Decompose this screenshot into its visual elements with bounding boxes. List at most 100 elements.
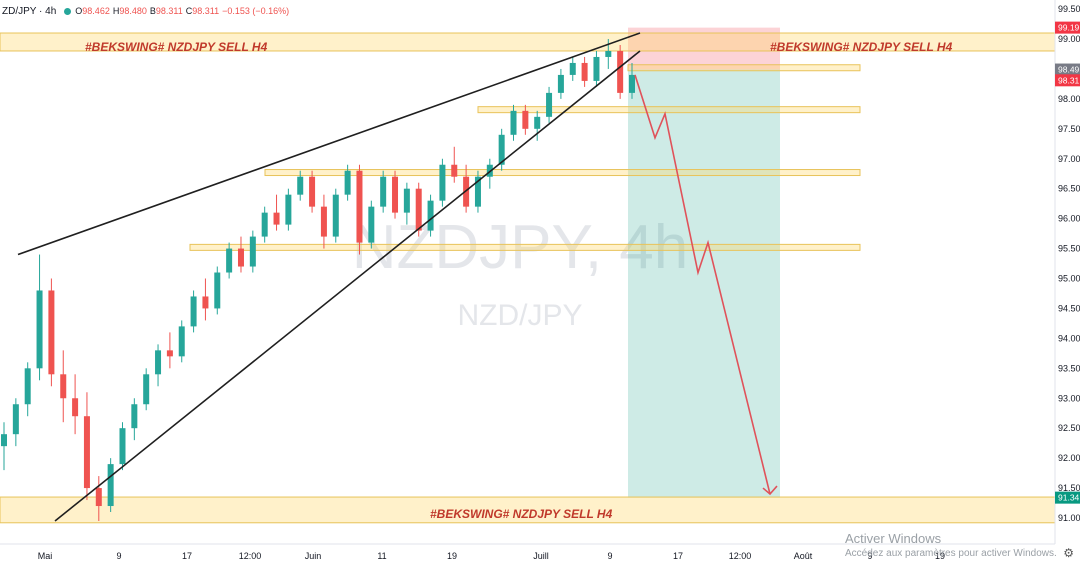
candle-body xyxy=(344,170,351,195)
price-label-text: 99.19 xyxy=(1058,23,1080,33)
upper-trendline xyxy=(17,32,641,256)
candle-body xyxy=(119,428,126,465)
zone-level xyxy=(477,106,861,114)
price-tick-label: 94.00 xyxy=(1058,333,1080,343)
price-tick-label: 96.50 xyxy=(1058,184,1080,194)
candle-body xyxy=(451,164,458,177)
time-tick-label: Juill xyxy=(533,551,549,561)
time-tick-label: 9 xyxy=(867,551,872,561)
candle-body xyxy=(392,176,399,213)
low-value: 98.311 xyxy=(155,6,183,16)
price-tick-label: 92.00 xyxy=(1058,453,1080,463)
candle-body xyxy=(332,194,339,237)
price-label-box xyxy=(1055,74,1080,87)
close-value: 98.311 xyxy=(192,6,220,16)
candle-body xyxy=(498,134,505,165)
candle-body xyxy=(617,50,624,93)
candle-body xyxy=(178,326,185,357)
price-tick-label: 95.50 xyxy=(1058,244,1080,254)
candle-body xyxy=(36,290,43,369)
price-tick-label: 98.00 xyxy=(1058,94,1080,104)
time-tick-label: Mai xyxy=(38,551,53,561)
candle-body xyxy=(83,416,90,489)
ohlc-legend: ZD/JPY · 4h O 98.462 H 98.480 B 98.311 C 98.… xyxy=(0,0,292,22)
candle-body xyxy=(368,206,375,243)
candle-body xyxy=(226,248,233,273)
candle-body xyxy=(60,374,67,399)
candle-body xyxy=(249,236,256,267)
high-key: H xyxy=(112,6,120,16)
price-tick-label: 96.00 xyxy=(1058,214,1080,224)
status-dot-icon xyxy=(64,7,72,15)
price-tick-label: 95.00 xyxy=(1058,274,1080,284)
candle-body xyxy=(273,212,280,225)
candle-body xyxy=(166,350,173,357)
candle-body xyxy=(522,110,529,129)
price-tick-label: 97.50 xyxy=(1058,124,1080,134)
candle-body xyxy=(439,164,446,201)
candle-body xyxy=(297,176,304,195)
candle-body xyxy=(557,74,564,93)
price-tick-label: 93.00 xyxy=(1058,393,1080,403)
price-label-box xyxy=(1055,491,1080,504)
candle-body xyxy=(380,176,387,207)
time-tick-label: 12:00 xyxy=(239,551,262,561)
candle-body xyxy=(320,206,327,237)
price-tick-label: 92.50 xyxy=(1058,423,1080,433)
open-key: O xyxy=(75,6,83,16)
price-tick-label: 94.50 xyxy=(1058,303,1080,313)
candle-body xyxy=(593,56,600,81)
symbol-watermark: NZDJPY, 4h xyxy=(352,213,689,282)
change-value: −0.153 (−0.16%) xyxy=(222,6,290,16)
candle-body xyxy=(95,488,102,507)
price-tick-label: 91.50 xyxy=(1058,483,1080,493)
candle-body xyxy=(510,110,517,135)
candle-body xyxy=(427,200,434,231)
price-label-box xyxy=(1055,63,1080,76)
zone-level xyxy=(189,243,861,251)
pair-watermark: NZD/JPY xyxy=(457,299,582,332)
candle-body xyxy=(261,212,268,237)
candle-body xyxy=(356,170,363,243)
candle-body xyxy=(12,404,19,435)
projection-path xyxy=(634,74,771,495)
candle-body xyxy=(605,50,612,57)
price-tick-label: 99.50 xyxy=(1058,4,1080,14)
candle-body xyxy=(581,62,588,81)
time-tick-label: 17 xyxy=(182,551,192,561)
candle-body xyxy=(285,194,292,225)
candle-body xyxy=(214,272,221,309)
candle-body xyxy=(403,188,410,213)
candle-body xyxy=(237,248,244,267)
gear-icon[interactable]: ⚙ xyxy=(1063,546,1074,560)
candle-body xyxy=(202,296,209,309)
activation-title: Activer Windows xyxy=(845,531,942,546)
candle-body xyxy=(534,116,541,129)
price-label-text: 98.49 xyxy=(1058,65,1080,75)
candle-body xyxy=(546,92,553,117)
candle-body xyxy=(309,176,316,207)
time-tick-label: 11 xyxy=(377,551,386,561)
candle-body xyxy=(24,368,31,405)
high-value: 98.480 xyxy=(119,6,147,16)
projection-arrowhead xyxy=(762,485,778,496)
time-tick-label: 19 xyxy=(935,551,945,561)
zone-level xyxy=(264,169,861,177)
candle-body xyxy=(131,404,138,429)
zone-support xyxy=(0,496,1056,524)
zone-level xyxy=(627,64,861,72)
time-tick-label: 9 xyxy=(607,551,612,561)
candle-body xyxy=(474,176,481,207)
price-tick-label: 91.00 xyxy=(1058,513,1080,523)
time-tick-label: 17 xyxy=(673,551,683,561)
time-tick-label: 19 xyxy=(447,551,457,561)
close-key: C xyxy=(185,6,193,16)
take-profit-zone xyxy=(628,69,780,498)
annotation-top-right: #BEKSWING# NZDJPY SELL H4 xyxy=(770,40,953,54)
annotation-top-left: #BEKSWING# NZDJPY SELL H4 xyxy=(85,40,268,54)
activation-subtitle: Accédez aux paramètres pour activer Wind… xyxy=(845,548,1057,559)
candle-body xyxy=(569,62,576,75)
symbol-interval[interactable]: ZD/JPY · 4h xyxy=(2,5,57,17)
candle-body xyxy=(1,434,7,447)
